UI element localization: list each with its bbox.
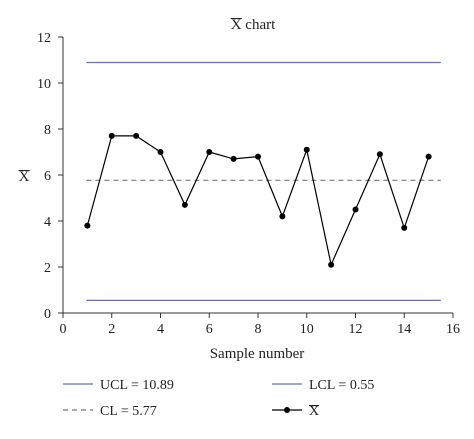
data-point bbox=[279, 213, 286, 220]
y-tick-label: 2 bbox=[44, 261, 51, 276]
legend: UCL = 10.89 LCL = 0.55 CL = 5.77 X bbox=[63, 378, 374, 419]
legend-label: X bbox=[309, 404, 319, 419]
data-point bbox=[328, 261, 335, 268]
y-tick-label: 4 bbox=[44, 215, 51, 230]
data-point bbox=[133, 132, 140, 139]
title-rest: chart bbox=[242, 17, 277, 33]
legend-label: CL = 5.77 bbox=[100, 404, 157, 419]
x-tick-label: 6 bbox=[206, 322, 213, 337]
tick-labels: 0 2 4 6 8 10 12 0 2 4 6 8 10 12 14 16 bbox=[37, 31, 460, 337]
data-point bbox=[425, 153, 432, 160]
x-tick-label: 8 bbox=[255, 322, 262, 337]
x-tick-label: 14 bbox=[397, 322, 411, 337]
chart-title-text: X chart bbox=[231, 17, 276, 33]
y-axis-label: X bbox=[18, 169, 30, 185]
x-axis-label-text: Sample number bbox=[210, 346, 305, 362]
data-point bbox=[181, 201, 188, 208]
y-tick-label: 8 bbox=[44, 123, 51, 138]
y-axis-label-text: X bbox=[19, 169, 30, 185]
data-point bbox=[206, 149, 213, 155]
x-tick-label: 2 bbox=[108, 322, 115, 337]
x-tick-label: 12 bbox=[349, 322, 363, 337]
x-tick-label: 10 bbox=[300, 322, 314, 337]
data-point bbox=[376, 151, 383, 158]
x-axis-label: Sample number bbox=[210, 346, 305, 362]
data-point bbox=[255, 153, 261, 160]
data-point bbox=[352, 206, 359, 213]
legend-item: LCL = 0.55 bbox=[272, 378, 374, 393]
y-tick-label: 0 bbox=[44, 307, 51, 322]
y-tick-label: 10 bbox=[37, 77, 51, 92]
legend-item: UCL = 10.89 bbox=[63, 378, 174, 393]
data-series bbox=[84, 132, 432, 268]
legend-item: X bbox=[272, 404, 320, 419]
chart-title: X chart bbox=[230, 17, 276, 33]
x-tick-label: 0 bbox=[60, 322, 67, 337]
data-point bbox=[157, 149, 164, 155]
title-symbol: X bbox=[231, 17, 242, 33]
legend-marker bbox=[284, 407, 290, 413]
legend-label: LCL = 0.55 bbox=[309, 378, 374, 393]
y-tick-label: 6 bbox=[44, 169, 51, 184]
data-point bbox=[303, 146, 310, 153]
data-point bbox=[401, 224, 408, 231]
legend-item: CL = 5.77 bbox=[63, 404, 157, 419]
x-tick-label: 4 bbox=[157, 322, 164, 337]
data-point bbox=[108, 132, 115, 139]
legend-label: UCL = 10.89 bbox=[100, 378, 174, 393]
control-lines bbox=[86, 61, 441, 301]
axes bbox=[62, 37, 453, 314]
data-point bbox=[84, 222, 91, 229]
y-tick-label: 12 bbox=[37, 31, 51, 46]
x-tick-label: 16 bbox=[446, 322, 460, 337]
data-point bbox=[230, 155, 237, 162]
